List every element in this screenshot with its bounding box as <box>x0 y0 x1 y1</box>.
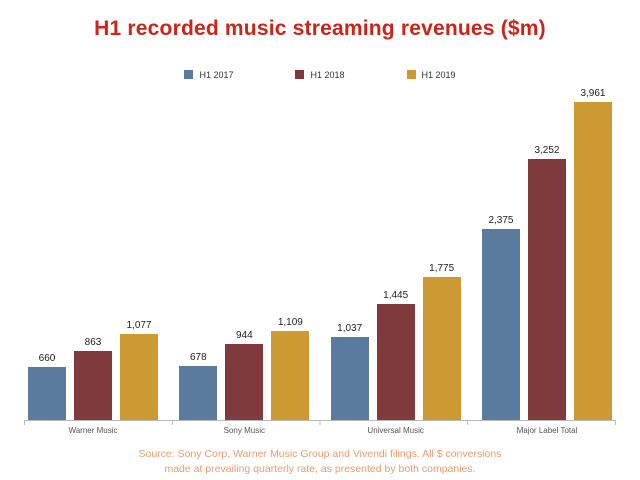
chart-title: H1 recorded music streaming revenues ($m… <box>94 17 546 40</box>
legend-swatch-icon <box>406 70 416 79</box>
bar-value-label: 678 <box>189 352 207 363</box>
source-line-2: made at prevailing quarterly rate, as pr… <box>164 462 476 475</box>
bar-value-label: 2,375 <box>488 215 514 226</box>
bar-wrap: 2,375 <box>481 215 520 420</box>
category-label-sony-music: Sony Music <box>223 426 265 435</box>
source-line-1: Source: Sony Corp, Warner Music Group an… <box>138 448 502 460</box>
axis-tick <box>319 421 321 425</box>
bar-value-label: 1,037 <box>337 323 363 334</box>
bar-h1-2019-universal-music <box>422 277 461 420</box>
bar-value-label: 863 <box>84 337 102 348</box>
bar-wrap: 944 <box>225 330 264 420</box>
legend-label: H1 2018 <box>310 69 345 80</box>
legend-item-h1-2019: H1 2019 <box>406 69 456 80</box>
bar-h1-2018-major-label-total <box>527 159 566 420</box>
bar-wrap: 660 <box>28 353 66 420</box>
axis-tick <box>615 421 616 425</box>
legend-swatch-icon <box>295 70 305 79</box>
bar-h1-2018-universal-music <box>376 304 415 420</box>
bar-wrap: 1,037 <box>330 323 369 420</box>
bar-group-universal-music: 1,037 1,445 1,775 <box>330 263 461 420</box>
category-label-major-label-total: Major Label Total <box>516 426 578 435</box>
bar-group-sony-music: 678 944 1,109 <box>179 317 310 420</box>
bar-h1-2017-warner-music <box>28 367 66 420</box>
bar-h1-2019-sony-music <box>271 331 310 420</box>
bar-value-label: 3,961 <box>580 88 606 99</box>
bar-h1-2018-warner-music <box>74 351 112 420</box>
axis-tick <box>171 421 173 425</box>
category-label-universal-music: Universal Music <box>367 426 424 435</box>
legend: H1 2017 H1 2018 H1 2019 <box>0 69 640 80</box>
legend-label: H1 2017 <box>199 69 234 80</box>
source-note: Source: Sony Corp, Warner Music Group an… <box>0 447 640 476</box>
bar-wrap: 863 <box>74 337 112 420</box>
bar-h1-2019-major-label-total <box>573 102 612 420</box>
bar-wrap: 1,077 <box>120 320 158 420</box>
bar-value-label: 3,252 <box>534 145 560 156</box>
bar-wrap: 1,775 <box>422 263 461 420</box>
bar-h1-2019-warner-music <box>120 334 158 420</box>
bar-wrap: 1,109 <box>271 317 310 420</box>
bar-wrap: 3,252 <box>527 145 566 420</box>
bar-value-label: 1,775 <box>429 263 455 274</box>
bar-wrap: 678 <box>179 352 218 420</box>
bar-h1-2018-sony-music <box>225 344 264 420</box>
bar-value-label: 1,077 <box>126 320 152 331</box>
legend-item-h1-2017: H1 2017 <box>184 69 233 80</box>
bar-value-label: 1,445 <box>383 290 409 301</box>
bar-wrap: 3,961 <box>573 88 612 420</box>
bar-group-warner-music: 660 863 1,077 <box>28 320 158 420</box>
axis-tick <box>467 421 469 425</box>
bar-group-major-label-total: 2,375 3,252 3,961 <box>481 88 612 420</box>
plot-area: 660 863 1,077 678 944 1,109 1,037 1,445 1,775 2,3… <box>24 88 616 421</box>
legend-label: H1 2019 <box>421 69 456 80</box>
bar-value-label: 1,109 <box>277 317 303 328</box>
x-axis-category-labels: Warner Music Sony Music Universal Music Maj… <box>24 421 616 435</box>
bar-wrap: 1,445 <box>376 290 415 420</box>
legend-swatch-icon <box>184 70 194 79</box>
legend-item-h1-2018: H1 2018 <box>295 69 345 80</box>
category-label-warner-music: Warner Music <box>68 426 118 435</box>
bar-h1-2017-sony-music <box>179 366 218 420</box>
bar-h1-2017-major-label-total <box>481 229 520 420</box>
bar-value-label: 944 <box>235 330 253 341</box>
axis-tick <box>24 421 25 425</box>
bar-h1-2017-universal-music <box>330 337 369 420</box>
bar-value-label: 660 <box>38 353 56 364</box>
